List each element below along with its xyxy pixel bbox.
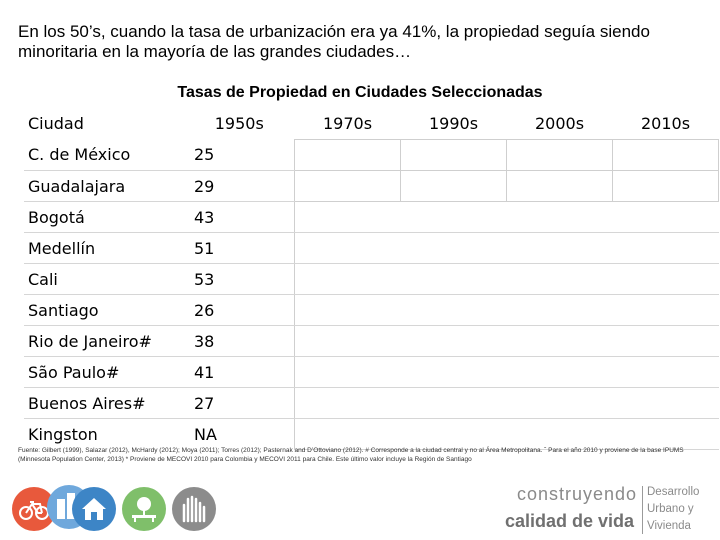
value-1990s-cell <box>400 294 507 326</box>
value-2000s-cell <box>506 356 613 388</box>
column-header-1950s: 1950s <box>214 114 264 134</box>
table-row: Kingston NA <box>24 418 719 450</box>
brand-unit-name: Desarrollo Urbano y Vivienda <box>647 484 699 535</box>
city-cell: Guadalajara <box>24 170 184 202</box>
value-1970s-cell <box>294 139 401 171</box>
slide-heading: En los 50’s, cuando la tasa de urbanizac… <box>18 22 650 61</box>
value-1990s-cell <box>400 232 507 264</box>
table-row: C. de México 25 <box>24 139 719 171</box>
city-cell: Bogotá <box>24 201 184 233</box>
city-cell: Buenos Aires# <box>24 387 184 419</box>
value-2010s-cell <box>612 325 719 357</box>
value-2010s-cell <box>612 201 719 233</box>
city-cell: Cali <box>24 263 184 295</box>
column-header-2000s: 2000s <box>534 114 585 133</box>
value-1970s-cell <box>294 418 401 450</box>
value-1950s-cell: 43 <box>184 201 295 233</box>
value-1970s-cell <box>294 294 401 326</box>
value-1950s-cell: NA <box>184 418 295 450</box>
table-title: Tasas de Propiedad en Ciudades Seleccion… <box>177 84 543 101</box>
table-row: Buenos Aires# 27 <box>24 387 719 419</box>
value-2000s-cell <box>506 139 613 171</box>
value-2000s-cell <box>506 232 613 264</box>
table-row: Guadalajara 29 <box>24 170 719 202</box>
table-header-row: Ciudad 1950s 1970s 1990s 2000s 2010s <box>24 108 719 140</box>
brand-divider <box>642 486 643 534</box>
city-cell: São Paulo# <box>24 356 184 388</box>
table-row: São Paulo# 41 <box>24 356 719 388</box>
brand-logo: construyendo calidad de vida Desarrollo … <box>505 484 715 536</box>
value-1970s-cell <box>294 170 401 202</box>
value-2000s-cell <box>506 418 613 450</box>
brand-unit-line: Urbano y <box>647 503 694 515</box>
value-1990s-cell <box>400 139 507 171</box>
value-2010s-cell <box>612 418 719 450</box>
value-2000s-cell <box>506 387 613 419</box>
value-1950s-cell: 38 <box>184 325 295 357</box>
ownership-rates-table: Ciudad 1950s 1970s 1990s 2000s 2010s C. … <box>24 108 719 450</box>
city-cell: Rio de Janeiro# <box>24 325 184 357</box>
column-header-city: Ciudad <box>28 114 84 134</box>
value-1990s-cell <box>400 170 507 202</box>
value-2010s-cell <box>612 232 719 264</box>
table-row: Medellín 51 <box>24 232 719 264</box>
house-icon <box>72 487 116 531</box>
value-1970s-cell <box>294 387 401 419</box>
table-row: Santiago 26 <box>24 294 719 326</box>
value-1950s-cell: 51 <box>184 232 295 264</box>
city-cell: Santiago <box>24 294 184 326</box>
value-1950s-cell: 53 <box>184 263 295 295</box>
brand-tagline-top: construyendo <box>517 484 638 504</box>
value-1950s-cell: 41 <box>184 356 295 388</box>
value-2010s-cell <box>612 356 719 388</box>
value-2000s-cell <box>506 325 613 357</box>
column-header-2010s: 2010s <box>640 114 691 133</box>
value-1970s-cell <box>294 201 401 233</box>
value-1950s-cell: 26 <box>184 294 295 326</box>
city-cell: Kingston <box>28 424 98 444</box>
value-1990s-cell <box>400 418 507 450</box>
value-1990s-cell <box>400 325 507 357</box>
brand-unit-line: Desarrollo <box>647 486 700 498</box>
value-1970s-cell <box>294 263 401 295</box>
value-2000s-cell <box>506 263 613 295</box>
value-2000s-cell <box>506 294 613 326</box>
value-1950s-cell: 25 <box>184 139 295 171</box>
hands-icon <box>172 487 216 531</box>
value-1990s-cell <box>400 356 507 388</box>
table-row: Rio de Janeiro# 38 <box>24 325 719 357</box>
brand-unit-line: Vivienda <box>647 520 691 532</box>
bicycle-icon <box>12 487 56 531</box>
table-row: Bogotá 43 <box>24 201 719 233</box>
value-2010s-cell <box>612 387 719 419</box>
brand-tagline-bottom: calidad de vida <box>505 511 635 531</box>
park-icon <box>122 487 166 531</box>
city-cell: C. de México <box>24 139 184 171</box>
value-1970s-cell <box>294 232 401 264</box>
value-1970s-cell <box>294 325 401 357</box>
source-footnote: Fuente: Gilbert (1999), Salazar (2012), … <box>18 447 684 463</box>
value-2010s-cell <box>612 170 719 202</box>
value-1990s-cell <box>400 387 507 419</box>
city-cell: Medellín <box>24 232 184 264</box>
value-1970s-cell <box>294 356 401 388</box>
value-1950s-cell: 27 <box>184 387 295 419</box>
value-1950s-cell: 29 <box>184 170 295 202</box>
column-header-1970s: 1970s <box>322 114 373 133</box>
value-2000s-cell <box>506 170 613 202</box>
column-header-1990s: 1990s <box>428 114 479 133</box>
value-1990s-cell <box>400 263 507 295</box>
table-row: Cali 53 <box>24 263 719 295</box>
value-2000s-cell <box>506 201 613 233</box>
value-2010s-cell <box>612 263 719 295</box>
value-1990s-cell <box>400 201 507 233</box>
value-2010s-cell <box>612 139 719 171</box>
value-2010s-cell <box>612 294 719 326</box>
